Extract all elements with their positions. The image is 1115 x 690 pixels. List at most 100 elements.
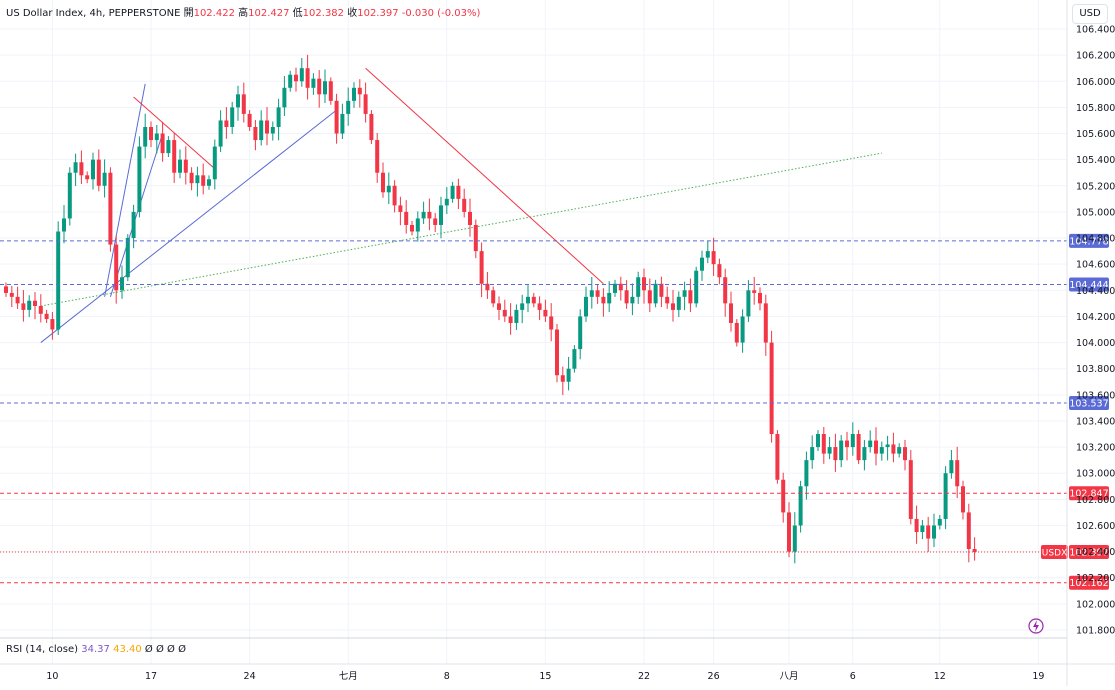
candle (102, 159, 107, 198)
y-tick-label: 102.200 (1076, 573, 1115, 584)
candle (50, 311, 55, 340)
candle (694, 266, 699, 308)
y-tick-label: 105.600 (1076, 129, 1115, 140)
candle (154, 124, 159, 154)
candle (740, 309, 745, 353)
candle (56, 221, 61, 335)
price-tag (1069, 277, 1109, 292)
candle (758, 287, 762, 311)
candle (937, 515, 942, 530)
candle (810, 435, 815, 469)
candle (885, 435, 890, 461)
price-tag (1069, 545, 1109, 560)
y-tick-label: 102.800 (1076, 495, 1115, 506)
candle (874, 427, 878, 466)
candle (769, 330, 774, 443)
candle (966, 503, 971, 563)
price-tag-label: 102.397 (1069, 548, 1108, 559)
trend-line-red-1[interactable] (133, 96, 216, 170)
candle (67, 167, 72, 226)
y-tick-label: 105.800 (1076, 103, 1115, 114)
candle (207, 175, 211, 190)
candle (578, 309, 583, 360)
rsi-legend: RSI (14, close) 34.37 43.40 Ø Ø Ø Ø (6, 644, 186, 655)
candle (711, 237, 716, 276)
candle (508, 303, 513, 335)
low-label: 低 (292, 8, 303, 19)
candle (549, 303, 554, 342)
candle (543, 299, 548, 322)
trend-line-blue-3[interactable] (109, 133, 164, 297)
candle (514, 304, 519, 331)
candle (381, 162, 385, 198)
candle (636, 271, 641, 304)
candle (671, 290, 675, 322)
trend-line-green[interactable] (40, 152, 882, 307)
candle (659, 276, 664, 308)
candle (856, 430, 861, 465)
lightning-icon[interactable] (1028, 618, 1044, 634)
candle (804, 451, 809, 500)
candle (305, 54, 310, 100)
y-tick-label: 106.400 (1076, 25, 1115, 36)
trend-line-red-2[interactable] (365, 67, 604, 285)
candle (468, 198, 472, 237)
candle (943, 466, 948, 530)
candle (555, 324, 559, 383)
x-tick-label: 6 (850, 671, 856, 682)
candle (775, 430, 780, 484)
candle (27, 295, 32, 317)
candle (421, 201, 426, 224)
candle (734, 319, 739, 347)
currency-button[interactable]: USD (1072, 4, 1108, 24)
symbol-tag (1041, 545, 1068, 560)
x-tick-label: 22 (638, 671, 650, 682)
close-label: 收 (347, 8, 358, 19)
trend-line-blue-2[interactable] (104, 83, 146, 297)
candle (276, 98, 281, 141)
candle (456, 178, 461, 210)
candle (79, 150, 84, 184)
candle (642, 268, 646, 304)
candle (705, 240, 710, 264)
candle (96, 149, 101, 192)
candle (972, 537, 977, 561)
candle (845, 431, 849, 461)
candle (236, 85, 240, 121)
candle (520, 294, 525, 324)
candle (618, 276, 623, 301)
y-tick-label: 103.400 (1076, 416, 1115, 427)
trend-line-blue-1[interactable] (40, 109, 337, 343)
candle (961, 480, 965, 520)
candle (787, 502, 791, 558)
x-tick-label: 10 (46, 671, 58, 682)
candle (914, 505, 919, 544)
candle (137, 136, 142, 218)
candle (821, 426, 826, 464)
high-label: 高 (238, 8, 249, 19)
candle (444, 187, 449, 215)
x-tick-label: 15 (539, 671, 551, 682)
candle (595, 284, 600, 304)
y-tick-label: 105.200 (1076, 181, 1115, 192)
candle (404, 200, 409, 234)
candle (178, 149, 182, 179)
candle (891, 432, 896, 463)
candle (91, 152, 95, 190)
candle (114, 235, 119, 304)
candle (450, 181, 455, 203)
candle (398, 196, 403, 226)
high-value: 102.427 (248, 8, 290, 19)
y-tick-label: 101.800 (1076, 626, 1115, 637)
candle (485, 272, 490, 299)
price-tag-label: 102.162 (1069, 578, 1108, 589)
price-tag-label: 104.778 (1069, 236, 1108, 247)
candle (589, 276, 594, 309)
candle (44, 309, 49, 323)
candle (746, 280, 751, 322)
candle (781, 472, 786, 523)
y-tick-label: 102.400 (1076, 547, 1115, 558)
y-tick-label: 102.600 (1076, 521, 1115, 532)
